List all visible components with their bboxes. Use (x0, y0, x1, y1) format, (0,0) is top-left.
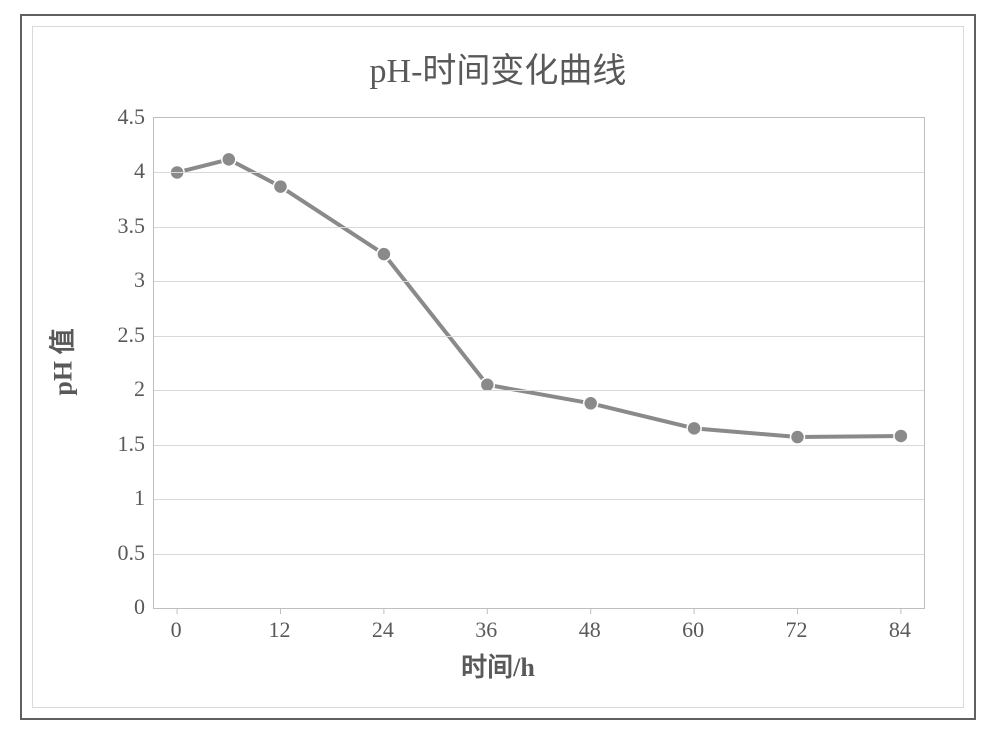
gridline (154, 172, 924, 173)
gridline (154, 499, 924, 500)
x-tick-label: 24 (353, 617, 413, 643)
y-tick-label: 0 (85, 594, 145, 620)
data-marker (274, 180, 288, 194)
gridline (154, 445, 924, 446)
data-marker (222, 152, 236, 166)
x-tick-label: 36 (456, 617, 516, 643)
x-tick-label: 72 (767, 617, 827, 643)
y-tick-label: 2.5 (85, 322, 145, 348)
y-tick-label: 3.5 (85, 213, 145, 239)
chart-svg (154, 118, 924, 608)
data-marker (894, 429, 908, 443)
y-tick-label: 2 (85, 376, 145, 402)
gridline (154, 281, 924, 282)
chart-frame: pH-时间变化曲线 pH 值 时间/h 0 0.5 1 1.5 2 2.5 3 3.5 4 4.5… (32, 26, 964, 708)
y-tick-label: 0.5 (85, 540, 145, 566)
y-axis-label: pH 值 (43, 328, 80, 395)
data-line (177, 159, 901, 437)
x-axis-label: 时间/h (33, 647, 963, 684)
data-marker (377, 247, 391, 261)
y-tick-label: 1 (85, 485, 145, 511)
gridline (154, 390, 924, 391)
gridline (154, 227, 924, 228)
x-tick-label: 0 (146, 617, 206, 643)
data-marker (791, 430, 805, 444)
x-tick-label: 84 (870, 617, 930, 643)
y-tick-label: 1.5 (85, 431, 145, 457)
x-tick-label: 60 (663, 617, 723, 643)
outer-frame: pH-时间变化曲线 pH 值 时间/h 0 0.5 1 1.5 2 2.5 3 3.5 4 4.5… (20, 14, 976, 720)
y-tick-label: 3 (85, 267, 145, 293)
x-tick-label: 12 (250, 617, 310, 643)
plot-area (153, 117, 925, 609)
x-tick-label: 48 (560, 617, 620, 643)
chart-title: pH-时间变化曲线 (33, 43, 963, 92)
gridline (154, 336, 924, 337)
y-tick-label: 4 (85, 158, 145, 184)
y-tick-label: 4.5 (85, 104, 145, 130)
data-marker (687, 421, 701, 435)
gridline (154, 554, 924, 555)
data-marker (584, 396, 598, 410)
